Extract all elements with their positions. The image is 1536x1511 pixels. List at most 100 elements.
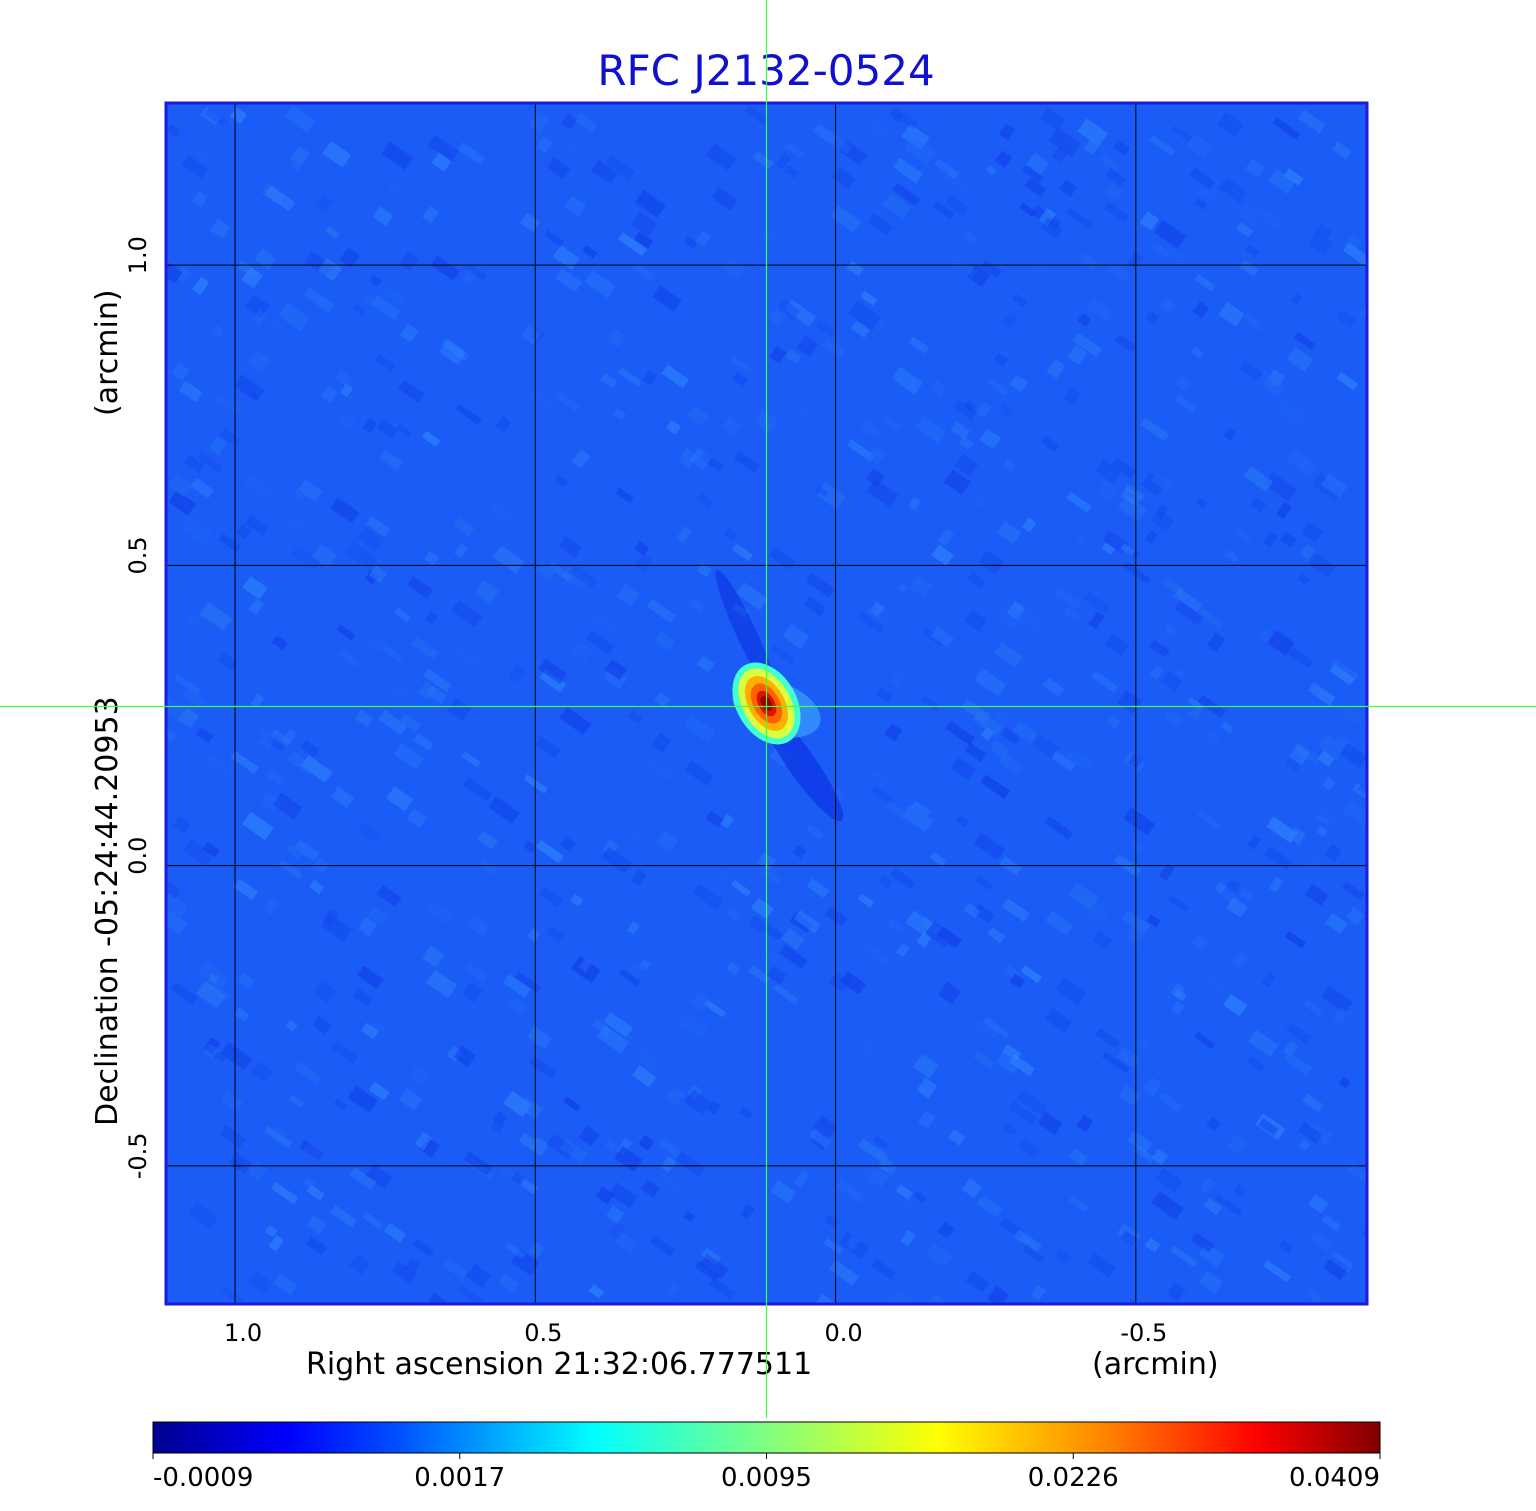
noise-patch <box>1205 975 1231 997</box>
noise-patch <box>1257 627 1273 643</box>
noise-patch <box>578 957 593 972</box>
noise-patch <box>250 693 265 709</box>
noise-patch <box>1264 472 1297 502</box>
noise-patch <box>246 389 260 402</box>
noise-patch <box>591 1018 612 1037</box>
noise-patch <box>1106 715 1121 729</box>
noise-patch <box>616 583 640 607</box>
y-tick-labels: 1.0 0.5 0.0 -0.5 <box>124 236 152 1179</box>
noise-patch <box>1196 809 1222 830</box>
noise-patch <box>251 309 267 326</box>
noise-patch <box>498 1272 520 1293</box>
noise-patch <box>1076 1114 1094 1133</box>
noise-patch <box>782 623 810 649</box>
noise-patch <box>413 732 434 751</box>
colorbar-tick-label: 0.0017 <box>414 1463 505 1493</box>
noise-patch <box>386 786 414 812</box>
noise-patch <box>1175 375 1193 392</box>
noise-patch <box>768 305 788 326</box>
noise-patch <box>824 906 848 927</box>
noise-patch <box>203 1042 219 1059</box>
noise-patch <box>676 526 692 544</box>
noise-patch <box>518 1132 539 1151</box>
noise-patch <box>457 1285 484 1304</box>
noise-patch <box>1329 664 1355 686</box>
noise-patch <box>1024 177 1047 197</box>
noise-patch <box>1247 835 1262 851</box>
noise-patch <box>1336 309 1357 329</box>
noise-patch <box>1289 744 1311 766</box>
noise-patch <box>1122 909 1151 935</box>
noise-patch <box>234 1007 250 1022</box>
noise-patch <box>348 1253 371 1276</box>
noise-patch <box>983 1017 1010 1039</box>
noise-patch <box>1198 1242 1225 1268</box>
noise-patch <box>461 751 481 768</box>
noise-patch <box>182 688 208 709</box>
noise-patch <box>964 610 987 632</box>
noise-patch <box>1149 134 1176 157</box>
noise-patch <box>421 945 445 968</box>
noise-patch <box>166 882 181 898</box>
noise-patch <box>966 571 986 590</box>
noise-patch <box>368 1081 390 1101</box>
noise-patch <box>993 346 1010 365</box>
x-tick-label: 1.0 <box>224 1319 262 1347</box>
noise-patch <box>1040 435 1060 452</box>
noise-patch <box>1002 1044 1022 1062</box>
noise-patch <box>397 379 425 403</box>
noise-patch <box>304 251 333 277</box>
noise-patch <box>1144 1237 1161 1253</box>
noise-patch <box>872 1135 889 1150</box>
noise-patch <box>1347 1162 1367 1186</box>
noise-patch <box>725 961 741 976</box>
noise-patch <box>930 626 954 648</box>
noise-patch <box>640 1179 660 1198</box>
noise-patch <box>934 158 960 179</box>
noise-patch <box>1187 697 1204 711</box>
noise-patch <box>228 1151 252 1174</box>
noise-patch <box>561 113 578 130</box>
noise-patch <box>260 182 287 206</box>
noise-patch <box>247 1270 273 1294</box>
noise-patch <box>334 369 352 386</box>
noise-patch <box>535 562 556 581</box>
noise-patch <box>964 742 987 763</box>
noise-patch <box>1256 370 1286 397</box>
noise-patch <box>1002 1121 1018 1136</box>
noise-patch <box>536 136 553 154</box>
noise-patch <box>347 1085 379 1113</box>
noise-patch <box>1141 472 1166 497</box>
noise-patch <box>769 345 787 364</box>
noise-patch <box>1186 133 1214 159</box>
noise-patch <box>552 245 580 270</box>
noise-patch <box>193 149 212 165</box>
noise-patch <box>864 606 893 631</box>
noise-patch <box>320 385 339 404</box>
noise-patch <box>784 141 806 160</box>
noise-patch <box>293 490 306 502</box>
noise-patch <box>1302 522 1323 543</box>
noise-patch <box>559 1138 588 1163</box>
noise-patch <box>1077 313 1091 327</box>
noise-patch <box>1020 964 1043 984</box>
noise-patch <box>634 231 654 249</box>
noise-patch <box>987 1285 1010 1304</box>
noise-patch <box>865 468 885 487</box>
noise-patch <box>178 707 200 729</box>
noise-patch <box>929 851 947 867</box>
noise-patch <box>700 452 724 472</box>
noise-patch <box>925 920 954 948</box>
noise-patch <box>174 673 202 696</box>
noise-patch <box>994 150 1012 168</box>
noise-patch <box>167 897 189 918</box>
noise-patch <box>1038 208 1056 227</box>
noise-patch <box>895 1184 914 1200</box>
noise-patch <box>634 553 653 572</box>
noise-patch <box>170 981 198 1005</box>
noise-patch <box>904 136 937 166</box>
noise-patch <box>1144 529 1159 545</box>
noise-patch <box>1194 273 1216 292</box>
noise-patch <box>882 193 911 219</box>
noise-patch <box>570 640 593 662</box>
